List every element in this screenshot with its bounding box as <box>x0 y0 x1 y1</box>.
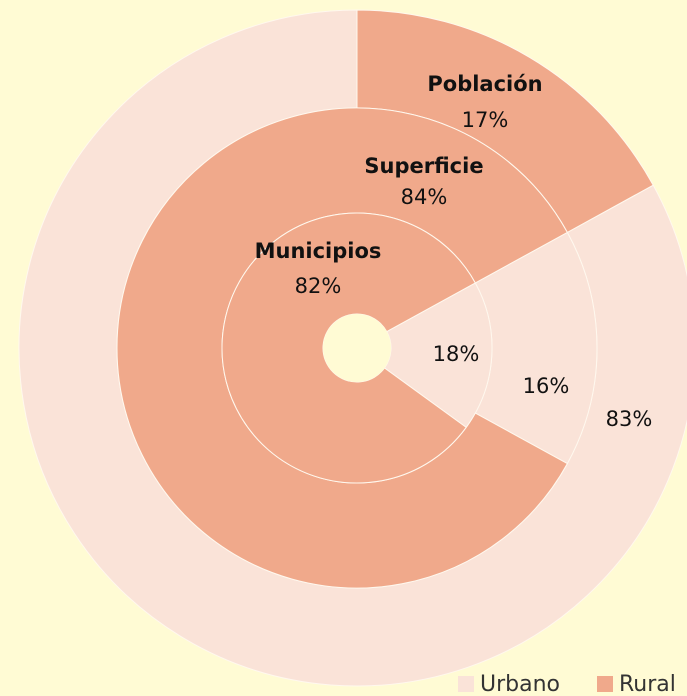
legend-swatch <box>458 676 474 692</box>
value-label: 84% <box>401 185 448 209</box>
ring-label: Municipios <box>255 239 382 263</box>
value-label: 18% <box>433 342 480 366</box>
value-label: 17% <box>462 108 509 132</box>
ring-label: Población <box>427 72 542 96</box>
value-label: 16% <box>523 374 570 398</box>
value-label: 82% <box>295 274 342 298</box>
value-label: 83% <box>606 407 653 431</box>
slice <box>383 282 493 429</box>
legend-swatch <box>597 676 613 692</box>
ring-label: Superficie <box>364 154 483 178</box>
legend-label: Rural <box>619 672 676 696</box>
legend-label: Urbano <box>480 672 560 696</box>
center-hole <box>323 314 391 382</box>
